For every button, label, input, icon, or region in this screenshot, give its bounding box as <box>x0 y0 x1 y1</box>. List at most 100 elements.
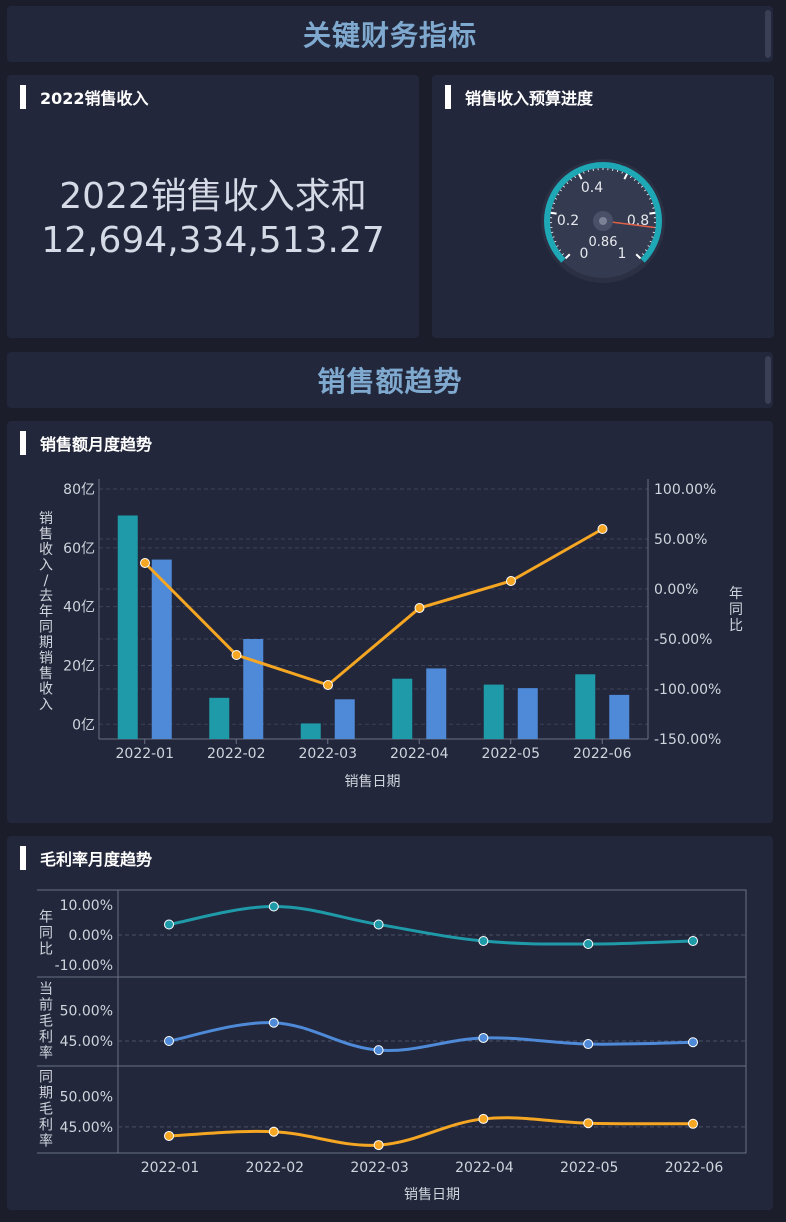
margin-point[interactable] <box>373 1140 384 1151</box>
gauge-tick-mark <box>570 178 573 181</box>
bar-last-year[interactable] <box>609 694 630 739</box>
margin-point[interactable] <box>373 919 384 930</box>
margin-point[interactable] <box>688 1037 698 1048</box>
margin-chart: 10.00%0.00%-10.00%年同比50.00%45.00%当前毛利率50… <box>37 889 747 1203</box>
margin-point[interactable] <box>164 1130 174 1141</box>
gauge-hub-center <box>599 217 607 225</box>
section-header-trend: 销售额趋势 <box>7 352 773 408</box>
y-axis-title-char: 销 <box>39 511 53 527</box>
margin-point[interactable] <box>164 919 174 930</box>
kpi-panel: 2022销售收入 2022销售收入求和 12,694,334,513.27 <box>7 75 419 338</box>
scrollbar[interactable] <box>765 356 771 404</box>
yoy-point[interactable] <box>414 603 425 613</box>
panel-y-title-char: 毛 <box>39 1014 53 1030</box>
y2-axis-title-char: 同 <box>729 602 743 618</box>
margin-point[interactable] <box>583 1118 594 1129</box>
panel-y-title-char: 年 <box>39 910 53 926</box>
x-tick-label: 2022-03 <box>350 1160 409 1176</box>
panel-y-title-char: 利 <box>39 1118 53 1134</box>
panel-title: 销售收入预算进度 <box>445 85 593 109</box>
y2-tick-label: -100.00% <box>654 682 721 698</box>
panel-y-title-char: 毛 <box>39 1102 53 1118</box>
margin-point[interactable] <box>583 1039 594 1050</box>
y-axis-title-char: / <box>44 573 49 589</box>
yoy-point[interactable] <box>140 558 150 568</box>
x-axis-title: 销售日期 <box>404 1187 460 1203</box>
kpi-value: 12,694,334,513.27 <box>41 220 385 261</box>
scrollbar[interactable] <box>765 10 771 58</box>
gauge-tick-mark <box>578 173 583 180</box>
bar-last-year[interactable] <box>517 688 538 739</box>
gauge-tick-mark <box>558 249 562 252</box>
margin-point[interactable] <box>164 1036 174 1047</box>
x-tick-label: 2022-04 <box>455 1160 514 1176</box>
y-axis-title-char: 入 <box>39 558 53 574</box>
margin-line <box>168 1021 694 1053</box>
kpi-label: 2022销售收入求和 <box>59 176 367 217</box>
bar-current[interactable] <box>209 697 230 739</box>
gauge-tick-mark <box>648 198 652 200</box>
margin-point[interactable] <box>478 1113 489 1124</box>
bar-current[interactable] <box>483 684 504 739</box>
title-marker <box>20 85 26 109</box>
gauge-tick-mark <box>623 173 628 180</box>
bar-last-year[interactable] <box>334 699 355 739</box>
panel-title: 2022销售收入 <box>20 85 149 109</box>
margin-point[interactable] <box>268 901 279 912</box>
panel-y-title-char: 率 <box>39 1045 53 1062</box>
gauge-tick-mark <box>559 189 562 192</box>
section-title: 关键财务指标 <box>302 19 477 52</box>
margin-panel: 毛利率月度趋势 10.00% 0.00% -10.00% 年同比 50.00% 45.00… <box>7 836 773 1210</box>
panel-y-title-char: 前 <box>39 997 53 1014</box>
yoy-point[interactable] <box>597 524 608 534</box>
y-tick-label: 60亿 <box>63 541 95 557</box>
bar-last-year[interactable] <box>243 639 264 739</box>
yoy-line <box>143 527 604 687</box>
bar-last-year[interactable] <box>426 668 447 739</box>
x-tick-label: 2022-02 <box>207 746 266 762</box>
y-tick-label: 45.00% <box>60 1120 113 1136</box>
bar-current[interactable] <box>392 678 413 739</box>
gauge-tick-mark <box>644 249 648 252</box>
margin-point[interactable] <box>688 936 698 946</box>
budget-gauge: 0 0.2 0.4 0.8 1 0.86 <box>541 159 665 283</box>
panel-title-text: 销售收入预算进度 <box>465 89 594 108</box>
y2-tick-label: 0.00% <box>654 582 698 598</box>
section-header-kpi: 关键财务指标 <box>7 6 773 62</box>
panel-title-text: 销售额月度趋势 <box>40 435 153 454</box>
yoy-point[interactable] <box>323 680 333 690</box>
panel-title: 销售额月度趋势 <box>20 431 152 455</box>
gauge-tick-mark <box>550 211 557 215</box>
gauge-tick-mark <box>650 202 654 205</box>
bar-current[interactable] <box>117 515 138 739</box>
panel-y-title-char: 期 <box>39 1086 53 1102</box>
x-tick-label: 2022-05 <box>482 746 541 762</box>
gauge-tick-mark <box>554 198 558 200</box>
y-tick-label: 50.00% <box>60 1089 113 1105</box>
gauge-tick-mark <box>647 245 650 247</box>
margin-point[interactable] <box>373 1045 384 1056</box>
margin-point[interactable] <box>268 1017 279 1028</box>
margin-point[interactable] <box>268 1126 279 1137</box>
y-tick-label: 20亿 <box>63 658 95 674</box>
margin-point[interactable] <box>583 939 594 949</box>
gauge-tick-0: 0 <box>580 246 589 262</box>
gauge-value: 0.86 <box>589 235 618 250</box>
gauge-tick-mark <box>583 171 585 174</box>
x-tick-label: 2022-03 <box>299 746 358 762</box>
yoy-point[interactable] <box>231 650 242 660</box>
margin-point[interactable] <box>478 936 489 946</box>
bar-last-year[interactable] <box>151 559 172 739</box>
margin-point[interactable] <box>478 1032 489 1043</box>
gauge-tick-mark <box>621 171 623 174</box>
y-tick-label: 80亿 <box>63 482 95 498</box>
margin-point[interactable] <box>688 1118 698 1129</box>
bar-current[interactable] <box>575 674 596 739</box>
bar-current[interactable] <box>300 723 321 739</box>
y-tick-label: 0亿 <box>72 717 95 733</box>
y-axis-title-char: 年 <box>39 604 53 620</box>
gauge-tick-mark <box>562 185 566 188</box>
yoy-point[interactable] <box>506 576 516 586</box>
